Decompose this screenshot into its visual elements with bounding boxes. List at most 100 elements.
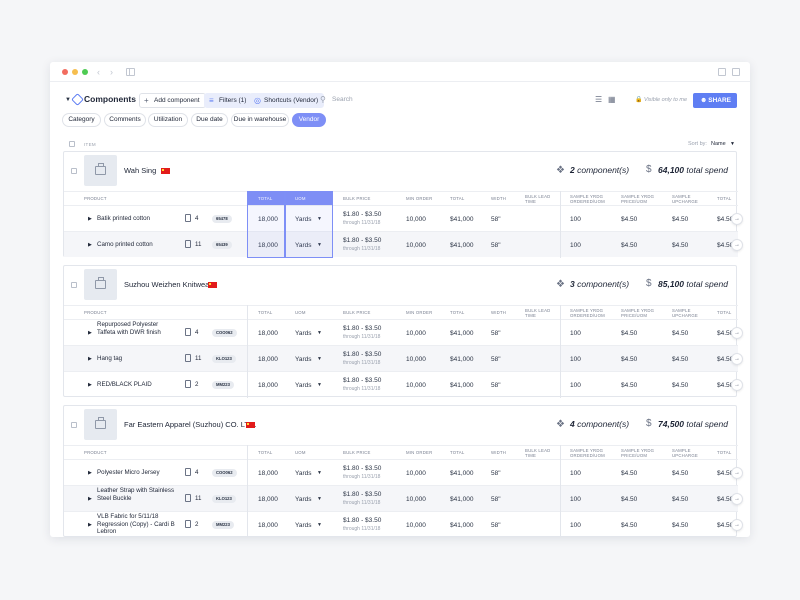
uom-caret-icon[interactable]: ▼ — [317, 242, 322, 248]
col-bulk-lead-time[interactable]: BULK LEAD TIME — [525, 448, 551, 458]
col-total-2[interactable]: TOTAL — [450, 196, 465, 201]
grid-view-icon[interactable]: ▦ — [608, 95, 616, 104]
uom-caret-icon[interactable]: ▼ — [317, 330, 322, 336]
uom-caret-icon[interactable]: ▼ — [317, 216, 322, 222]
col-total-3[interactable]: TOTAL — [717, 450, 732, 455]
total-value[interactable]: 18,000 — [258, 356, 278, 363]
visibility-label[interactable]: Visible only to me — [644, 97, 688, 103]
col-product[interactable]: PRODUCT — [84, 196, 107, 201]
search-input[interactable]: ⚲ Search — [320, 95, 353, 104]
product-name[interactable]: Repurposed Polyester Taffeta with DWR fi… — [97, 321, 161, 336]
document-icon[interactable] — [185, 354, 191, 362]
forward-arrow-icon[interactable]: › — [110, 67, 113, 77]
total-value[interactable]: 18,000 — [258, 470, 278, 477]
minimize-window-dot[interactable] — [72, 69, 78, 75]
expand-row-icon[interactable]: ▶ — [88, 522, 92, 528]
col-sample-upcharge[interactable]: SAMPLE UPCHARGE — [672, 448, 698, 458]
row-arrow-button[interactable]: → — [731, 213, 743, 225]
row-arrow-button[interactable]: → — [731, 493, 743, 505]
uom-select[interactable]: Yards — [295, 382, 312, 389]
document-icon[interactable] — [185, 214, 191, 222]
back-arrow-icon[interactable]: ‹ — [97, 67, 100, 77]
col-min-order[interactable]: MIN ORDER — [406, 310, 433, 315]
col-sample-price[interactable]: SAMPLE YRDG PRICE/UOM — [621, 448, 655, 458]
row-arrow-button[interactable]: → — [731, 327, 743, 339]
table-row[interactable]: ▶ Repurposed Polyester Taffeta with DWR f… — [64, 319, 743, 345]
vendor-checkbox[interactable] — [71, 168, 77, 174]
vendor-header[interactable]: Wah Sing ❖ 2 component(s) $64,100 total spe… — [64, 152, 738, 190]
col-sample-ordered[interactable]: SAMPLE YRDG ORDERED/UOM — [570, 448, 605, 458]
col-sample-ordered[interactable]: SAMPLE YRDG ORDERED/UOM — [570, 308, 605, 318]
uom-select[interactable]: Yards — [295, 242, 312, 249]
col-bulk-price[interactable]: BULK PRICE — [343, 196, 371, 201]
add-component-button[interactable]: + Add component — [139, 93, 206, 108]
col-sample-price[interactable]: SAMPLE YRDG PRICE/UOM — [621, 308, 655, 318]
col-min-order[interactable]: MIN ORDER — [406, 196, 433, 201]
list-view-icon[interactable]: ☰ — [595, 95, 603, 104]
document-icon[interactable] — [185, 328, 191, 336]
share-button[interactable]: ☻ SHARE — [693, 93, 737, 108]
product-name[interactable]: Hang tag — [97, 355, 123, 362]
col-sample-ordered[interactable]: SAMPLE YRDG ORDERED/UOM — [570, 194, 605, 204]
uom-caret-icon[interactable]: ▼ — [317, 522, 322, 528]
uom-select[interactable]: Yards — [295, 356, 312, 363]
product-name[interactable]: RED/BLACK PLAID — [97, 381, 152, 388]
col-sample-price[interactable]: SAMPLE YRDG PRICE/UOM — [621, 194, 655, 204]
col-bulk-price[interactable]: BULK PRICE — [343, 450, 371, 455]
vendor-checkbox[interactable] — [71, 282, 77, 288]
sort-by-select[interactable]: Name — [711, 141, 726, 147]
expand-row-icon[interactable]: ▶ — [88, 356, 92, 362]
uom-select[interactable]: Yards — [295, 216, 312, 223]
col-sample-upcharge[interactable]: SAMPLE UPCHARGE — [672, 194, 698, 204]
col-bulk-price[interactable]: BULK PRICE — [343, 310, 371, 315]
duplicate-window-icon[interactable] — [732, 68, 740, 76]
table-row[interactable]: ▶ RED/BLACK PLAID 2 MM223 18,000 Yards ▼ $1.80 … — [64, 371, 743, 397]
col-bulk-lead-time[interactable]: BULK LEAD TIME — [525, 308, 551, 318]
tab-due-in-warehouse[interactable]: Due in warehouse — [231, 113, 289, 127]
vendor-name[interactable]: Wah Sing — [124, 166, 157, 175]
table-row[interactable]: ▶ Batik printed cotton 4 65478 18,000 Yards ▼ $… — [64, 205, 743, 231]
vendor-checkbox[interactable] — [71, 422, 77, 428]
vendor-name[interactable]: Suzhou Weizhen Knitwear — [124, 280, 212, 289]
uom-select[interactable]: Yards — [295, 496, 312, 503]
uom-select[interactable]: Yards — [295, 522, 312, 529]
uom-caret-icon[interactable]: ▼ — [317, 470, 322, 476]
total-value[interactable]: 18,000 — [258, 496, 278, 503]
product-name[interactable]: Polyester Micro Jersey — [97, 469, 160, 476]
table-row[interactable]: ▶ Camo printed cotton 11 65439 18,000 Yards ▼ $… — [64, 231, 743, 257]
document-icon[interactable] — [185, 468, 191, 476]
col-width[interactable]: WIDTH — [491, 450, 507, 455]
tab-comments[interactable]: Comments — [104, 113, 146, 127]
uom-caret-icon[interactable]: ▼ — [317, 496, 322, 502]
product-name[interactable]: Batik printed cotton — [97, 215, 150, 222]
product-name[interactable]: VLB Fabric for 5/11/18 Regression (Copy)… — [97, 513, 175, 535]
uom-caret-icon[interactable]: ▼ — [317, 356, 322, 362]
total-value[interactable]: 18,000 — [258, 216, 278, 223]
sidebar-toggle-icon[interactable] — [126, 68, 135, 76]
expand-row-icon[interactable]: ▶ — [88, 330, 92, 336]
col-min-order[interactable]: MIN ORDER — [406, 450, 433, 455]
row-arrow-button[interactable]: → — [731, 353, 743, 365]
product-name[interactable]: Camo printed cotton — [97, 241, 153, 248]
document-icon[interactable] — [185, 380, 191, 388]
col-bulk-lead-time[interactable]: BULK LEAD TIME — [525, 194, 551, 204]
col-total-2[interactable]: TOTAL — [450, 450, 465, 455]
filters-button[interactable]: ≡ Filters (1) — [204, 93, 253, 108]
row-arrow-button[interactable]: → — [731, 467, 743, 479]
product-name[interactable]: Leather Strap with Stainless Steel Buckl… — [97, 487, 175, 502]
row-arrow-button[interactable]: → — [731, 379, 743, 391]
chevron-down-icon[interactable]: ▼ — [730, 141, 735, 147]
shortcuts-button[interactable]: ◎ Shortcuts (Vendor) — [249, 93, 325, 108]
uom-caret-icon[interactable]: ▼ — [317, 382, 322, 388]
col-sample-upcharge[interactable]: SAMPLE UPCHARGE — [672, 308, 698, 318]
col-total-3[interactable]: TOTAL — [717, 196, 732, 201]
col-total[interactable]: TOTAL — [258, 310, 273, 315]
uom-select[interactable]: Yards — [295, 330, 312, 337]
document-icon[interactable] — [185, 494, 191, 502]
expand-row-icon[interactable]: ▶ — [88, 470, 92, 476]
share-window-icon[interactable] — [718, 68, 726, 76]
tab-vendor[interactable]: Vendor — [292, 113, 326, 127]
total-value[interactable]: 18,000 — [258, 382, 278, 389]
total-value[interactable]: 18,000 — [258, 522, 278, 529]
expand-row-icon[interactable]: ▶ — [88, 382, 92, 388]
